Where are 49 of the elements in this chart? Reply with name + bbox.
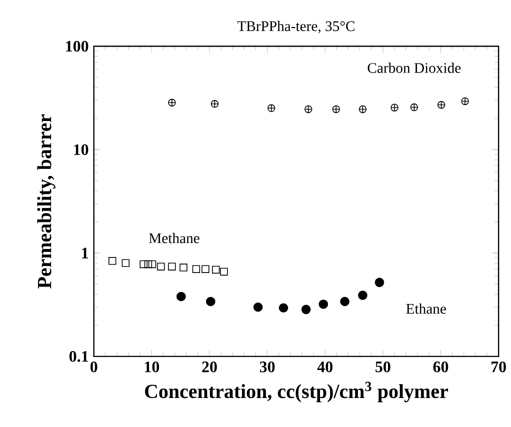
x-tick-label: 10 (144, 361, 160, 372)
point (253, 302, 263, 312)
point (192, 265, 200, 273)
x-tick-label: 0 (90, 361, 98, 372)
point (461, 97, 469, 105)
point (374, 278, 384, 287)
point (304, 105, 312, 113)
y-tick-label: 100 (66, 40, 88, 52)
point (267, 104, 276, 112)
point (410, 103, 418, 111)
y-tick-label: 10 (74, 144, 88, 155)
point (210, 100, 219, 108)
point (140, 260, 148, 268)
series-label: Methane (149, 232, 200, 244)
point (358, 290, 368, 300)
point (220, 268, 228, 276)
point (168, 262, 176, 270)
x-tick-label: 30 (260, 361, 275, 372)
point (340, 296, 350, 306)
y-tick-label: 0.1 (69, 350, 88, 362)
point (206, 296, 216, 306)
point (157, 262, 165, 270)
point (301, 304, 311, 314)
x-tick-label: 50 (376, 361, 390, 372)
point (144, 260, 152, 268)
x-axis-title: Concentration, cc(stp)/cm$^{3}$ polymer (145, 382, 448, 402)
x-tick-label: 40 (317, 361, 332, 372)
x-tick-label: 60 (433, 361, 448, 372)
point (212, 266, 220, 274)
point (108, 256, 116, 265)
series-label: Carbon Dioxide (368, 62, 461, 73)
y-axis-title: Permeability, barrer (37, 114, 56, 288)
point (318, 299, 328, 309)
text: Ethane (406, 303, 446, 314)
point (390, 104, 398, 112)
y-tick-label: 1 (82, 248, 88, 258)
point (122, 259, 130, 267)
point (148, 260, 156, 268)
point (176, 292, 186, 301)
point (278, 303, 288, 312)
chart-title: TBrPPha-tere, 35°C (237, 20, 354, 34)
point (358, 105, 367, 113)
point (168, 98, 176, 106)
point (437, 100, 446, 109)
x-tick-label: 70 (492, 361, 506, 372)
point (180, 263, 188, 272)
point (202, 265, 210, 273)
point (332, 105, 340, 113)
x-tick-label: 20 (202, 361, 217, 372)
